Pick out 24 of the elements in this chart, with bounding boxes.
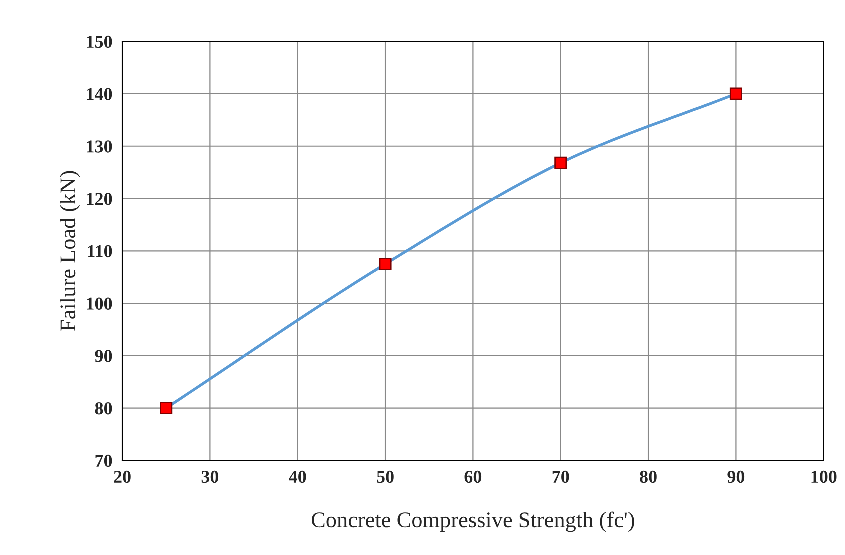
y-tick-label: 100	[87, 298, 112, 310]
point	[379, 258, 392, 270]
y-tick-label: 120	[87, 193, 112, 206]
x-tick-label: 30	[202, 470, 219, 484]
point	[160, 402, 173, 415]
y-tick-label: 80	[95, 402, 112, 415]
y-tick-label: 70	[96, 454, 112, 468]
y-tick-label: 140	[87, 88, 112, 100]
point	[730, 88, 742, 100]
y-tick-label: 150	[87, 36, 112, 48]
x-tick-label: 90	[728, 470, 745, 484]
y-tick-label: 130	[87, 140, 112, 153]
x-tick-label: 20	[114, 470, 131, 484]
x-tick-label: 100	[812, 470, 837, 484]
x-tick-label: 80	[640, 470, 657, 484]
y-tick-label: 90	[95, 350, 112, 362]
x-tick-label: 50	[377, 470, 394, 484]
point	[554, 156, 568, 170]
x-axis-title: Concrete Compressive Strength (fc')	[312, 512, 634, 532]
y-axis-title: Failure Load (kN)	[60, 171, 80, 332]
y-tick-label: 110	[88, 245, 112, 258]
x-tick-label: 60	[464, 470, 482, 484]
x-tick-label: 70	[552, 470, 570, 484]
x-tick-label: 40	[289, 470, 306, 484]
